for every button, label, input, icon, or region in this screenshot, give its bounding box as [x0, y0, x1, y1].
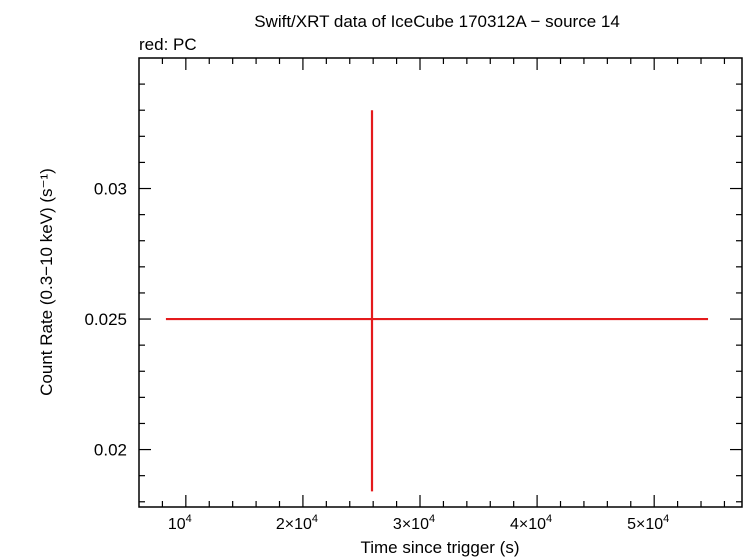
- x-tick-label: 5×104: [627, 513, 669, 533]
- x-tick-exponent: 4: [429, 513, 435, 525]
- y-axis-label: Count Rate (0.3−10 keV) (s⁻¹): [37, 168, 56, 396]
- x-tick-label: 104: [168, 513, 192, 533]
- x-tick-exponent: 4: [312, 513, 318, 525]
- x-tick-mantissa: 2×10: [276, 516, 312, 533]
- x-tick-label: 2×104: [276, 513, 318, 533]
- chart-title: Swift/XRT data of IceCube 170312A − sour…: [254, 12, 620, 31]
- plot-frame: [138, 57, 743, 508]
- chart-subtitle: red: PC: [139, 35, 197, 54]
- x-tick-exponent: 4: [546, 513, 552, 525]
- data-marks: [165, 110, 709, 492]
- x-tick-mantissa: 3×10: [393, 516, 429, 533]
- x-tick-mantissa: 5×10: [627, 516, 663, 533]
- x-axis-label: Time since trigger (s): [360, 538, 519, 557]
- y-tick-label: 0.03: [94, 180, 127, 199]
- axis-ticks: [139, 58, 742, 507]
- x-tick-exponent: 4: [186, 513, 192, 525]
- x-tick-labels: 104 2×104 3×104 4×104 5×104: [168, 513, 669, 533]
- x-tick-mantissa: 4×10: [510, 516, 546, 533]
- x-tick-label: 4×104: [510, 513, 552, 533]
- x-tick-label: 3×104: [393, 513, 435, 533]
- x-tick-exponent: 4: [663, 513, 669, 525]
- y-tick-label: 0.02: [94, 441, 127, 460]
- y-tick-label: 0.025: [84, 310, 127, 329]
- y-tick-labels: 0.02 0.025 0.03: [84, 180, 127, 460]
